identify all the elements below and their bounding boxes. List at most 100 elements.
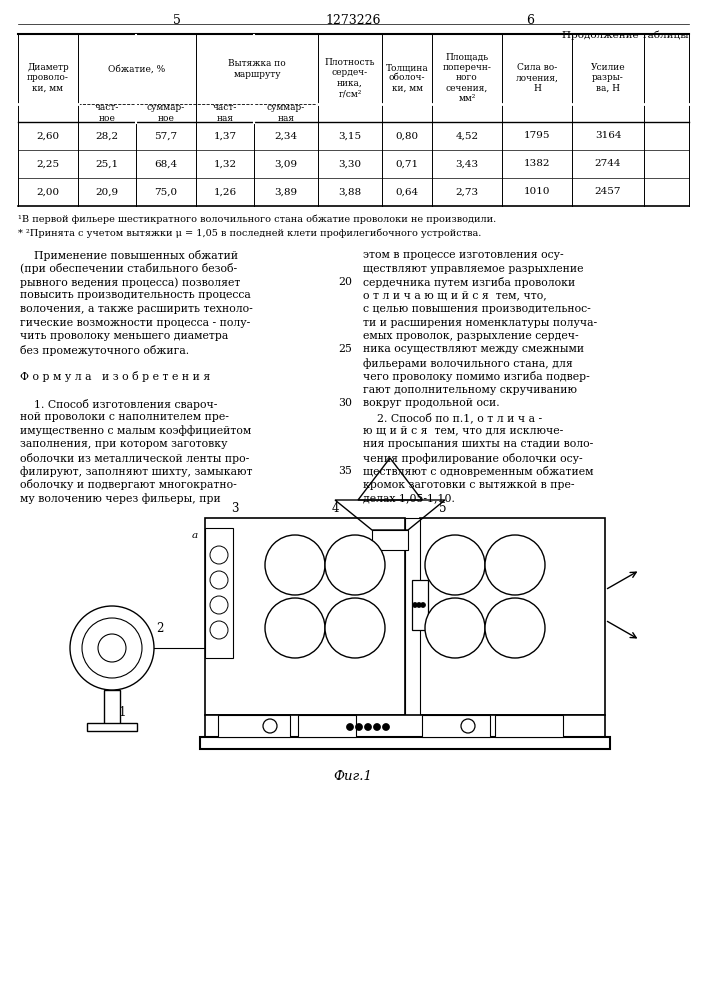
Text: 2,73: 2,73 [455,188,479,196]
Text: Вытяжка по
маршруту: Вытяжка по маршруту [228,59,286,79]
Circle shape [325,598,385,658]
Circle shape [365,724,371,730]
Text: ной проволоки с наполнителем пре-: ной проволоки с наполнителем пре- [20,412,229,422]
Text: Фиг.1: Фиг.1 [334,770,373,783]
Text: 3: 3 [231,502,239,514]
Text: 3,43: 3,43 [455,159,479,168]
Text: а: а [192,530,198,540]
Circle shape [263,719,277,733]
Text: 2,34: 2,34 [274,131,298,140]
Text: 2. Способ по п.1, о т л и ч а -: 2. Способ по п.1, о т л и ч а - [363,412,542,423]
Circle shape [346,724,354,730]
Text: емых проволок, разрыхление сердеч-: емых проволок, разрыхление сердеч- [363,331,578,341]
Text: повысить производительность процесса: повысить производительность процесса [20,290,251,300]
Circle shape [210,621,228,639]
Text: ¹В первой фильере шестикратного волочильного стана обжатие проволоки не производ: ¹В первой фильере шестикратного волочиль… [18,214,496,224]
Circle shape [416,602,421,607]
Text: ния просыпания шихты на стадии воло-: ния просыпания шихты на стадии воло- [363,439,593,449]
Text: ю щ и й с я  тем, что для исключе-: ю щ и й с я тем, что для исключе- [363,426,563,436]
Text: 30: 30 [338,398,352,408]
Circle shape [98,634,126,662]
Text: (при обеспечении стабильного безоб-: (при обеспечении стабильного безоб- [20,263,237,274]
Text: 1,32: 1,32 [214,159,237,168]
Text: 6: 6 [526,14,534,27]
Text: Продолжение таблицы: Продолжение таблицы [562,30,689,39]
Text: с целью повышения производительнос-: с целью повышения производительнос- [363,304,591,314]
Text: кромок заготовки с вытяжкой в пре-: кромок заготовки с вытяжкой в пре- [363,480,575,489]
Text: 1795: 1795 [524,131,550,140]
Text: имущественно с малым коэффициейтом: имущественно с малым коэффициейтом [20,426,251,436]
Bar [420,518,605,715]
Text: 0,64: 0,64 [395,188,419,196]
Text: част-
ное: част- ное [95,103,119,123]
Text: Ф о р м у л а   и з о б р е т е н и я: Ф о р м у л а и з о б р е т е н и я [20,371,210,382]
Text: 3164: 3164 [595,131,621,140]
Circle shape [461,719,475,733]
Text: 5: 5 [173,14,181,27]
Text: 1: 1 [118,706,126,720]
Text: чего проволоку помимо изгиба подвер-: чего проволоку помимо изгиба подвер- [363,371,590,382]
Text: 0,71: 0,71 [395,159,419,168]
Text: сердечника путем изгиба проволоки: сердечника путем изгиба проволоки [363,277,575,288]
Text: Применение повышенных обжатий: Применение повышенных обжатий [20,250,238,261]
Circle shape [265,598,325,658]
Text: 4,52: 4,52 [455,131,479,140]
Text: 1010: 1010 [524,188,550,196]
Text: гические возможности процесса - полу-: гические возможности процесса - полу- [20,318,250,328]
Text: без промежуточного обжига.: без промежуточного обжига. [20,344,189,356]
Text: чения профилирование оболочки осу-: чения профилирование оболочки осу- [363,452,583,464]
Bar [372,530,408,550]
Bar [218,715,290,737]
Circle shape [425,535,485,595]
Text: делах 1,05-1,10.: делах 1,05-1,10. [363,493,455,503]
Text: рывного ведения процесса) позволяет: рывного ведения процесса) позволяет [20,277,240,288]
Bar [87,723,137,731]
Text: 2744: 2744 [595,159,621,168]
Circle shape [412,602,418,607]
Text: 75,0: 75,0 [154,188,177,196]
Circle shape [82,618,142,678]
Text: суммар-
ное: суммар- ное [147,103,185,123]
Bar [412,580,428,630]
Text: 5: 5 [439,502,447,514]
Text: оболочки из металлической ленты про-: оболочки из металлической ленты про- [20,452,250,464]
Text: чить проволоку меньшего диаметра: чить проволоку меньшего диаметра [20,331,228,341]
Bar [200,737,610,749]
Text: част-
ная: част- ная [213,103,237,123]
Text: заполнения, при котором заготовку: заполнения, при котором заготовку [20,439,228,449]
Text: Обжатие, %: Обжатие, % [108,64,165,74]
Text: вокруг продольной оси.: вокруг продольной оси. [363,398,500,408]
Circle shape [210,571,228,589]
Circle shape [485,535,545,595]
Text: 25: 25 [338,344,352,355]
Text: 28,2: 28,2 [95,131,119,140]
Circle shape [425,598,485,658]
Circle shape [421,602,426,607]
Text: 35: 35 [338,466,352,476]
Text: 2,00: 2,00 [37,188,59,196]
Text: 2,60: 2,60 [37,131,59,140]
Bar [104,690,120,725]
Text: ти и расширения номенклатуры получа-: ти и расширения номенклатуры получа- [363,318,597,328]
Circle shape [485,598,545,658]
Text: 2: 2 [156,621,164,635]
Text: 3,30: 3,30 [339,159,361,168]
Text: 2457: 2457 [595,188,621,196]
Text: суммар-
ная: суммар- ная [267,103,305,123]
Text: 68,4: 68,4 [154,159,177,168]
Circle shape [265,535,325,595]
Text: 3,88: 3,88 [339,188,361,196]
Text: 57,7: 57,7 [154,131,177,140]
Text: ществляют управляемое разрыхление: ществляют управляемое разрыхление [363,263,583,273]
Text: Площадь
поперечн-
ного
сечения,
мм²: Площадь поперечн- ного сечения, мм² [443,53,491,103]
Bar [205,518,405,715]
Text: фильерами волочильного стана, для: фильерами волочильного стана, для [363,358,573,369]
Text: 3,09: 3,09 [274,159,298,168]
Circle shape [382,724,390,730]
Text: филируют, заполняют шихту, замыкают: филируют, заполняют шихту, замыкают [20,466,252,477]
Text: ществляют с одновременным обжатием: ществляют с одновременным обжатием [363,466,593,477]
Bar [205,715,605,737]
Text: 1. Способ изготовления свароч-: 1. Способ изготовления свароч- [20,398,217,410]
Text: о т л и ч а ю щ и й с я  тем, что,: о т л и ч а ю щ и й с я тем, что, [363,290,547,300]
Text: Плотность
сердеч-
ника,
г/см²: Плотность сердеч- ника, г/см² [325,58,375,98]
